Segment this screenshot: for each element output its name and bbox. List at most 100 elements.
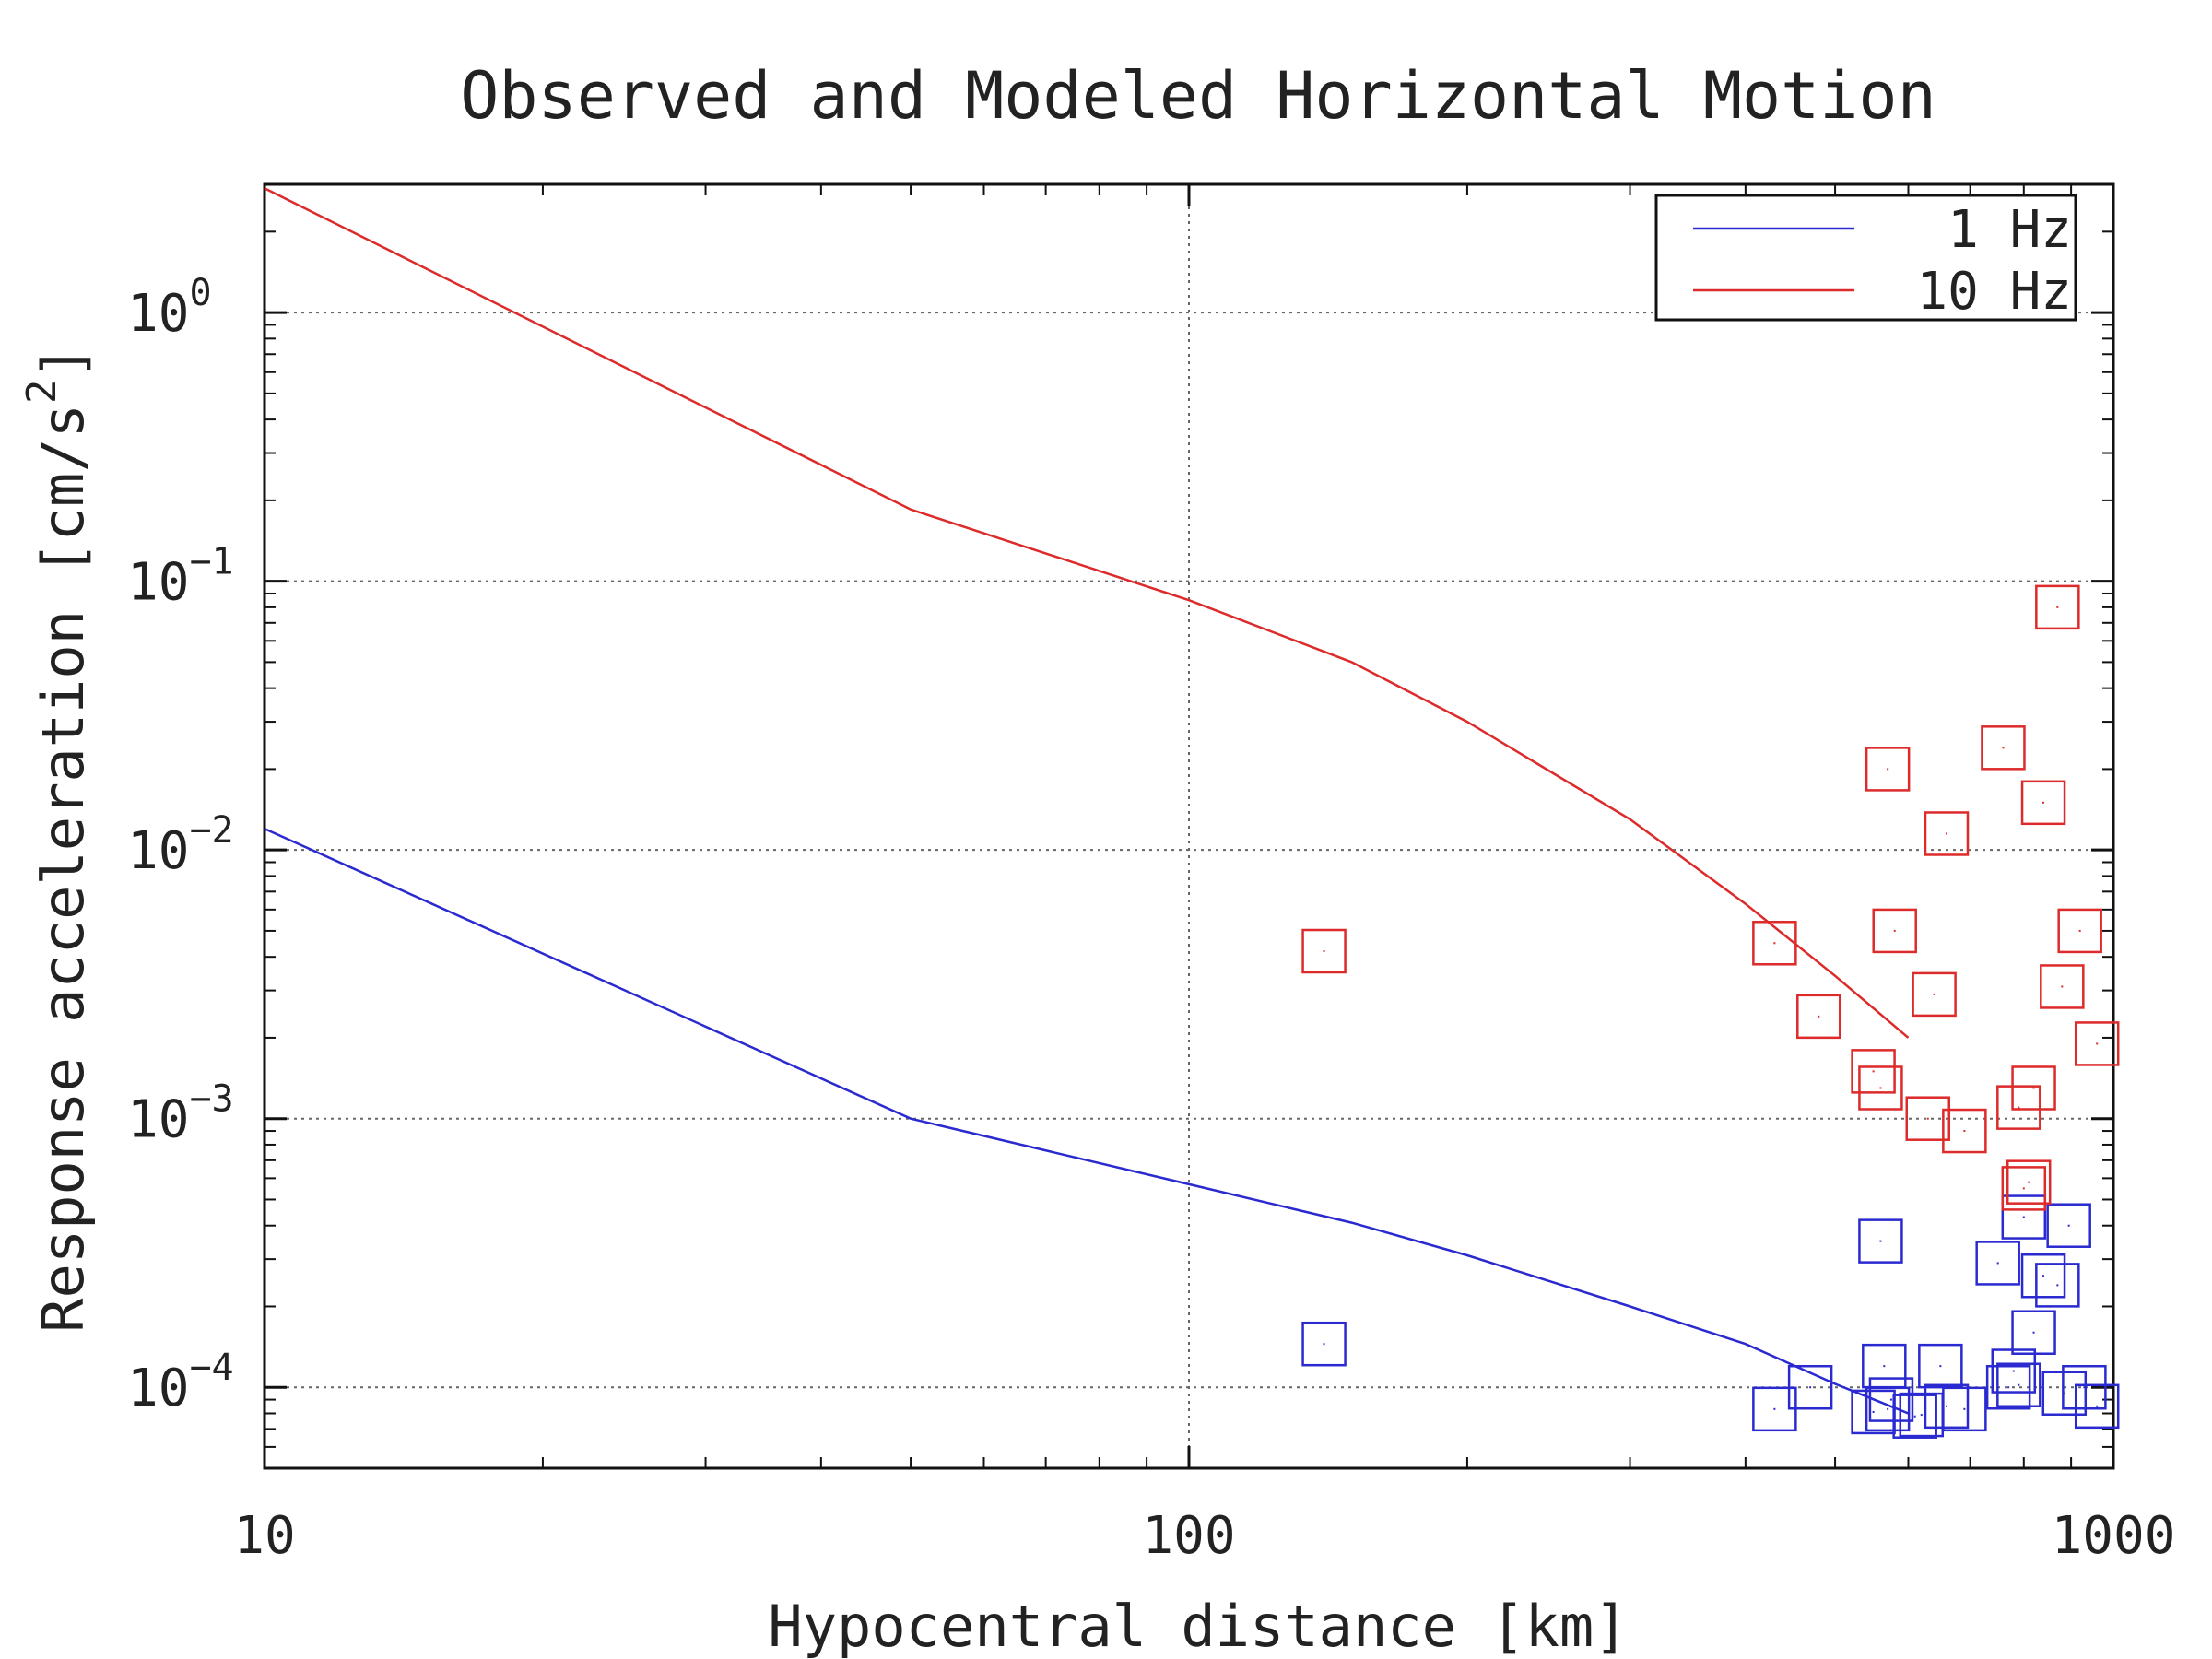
x-axis-label: Hypocentral distance [km] xyxy=(768,1593,1628,1659)
observed-point-1-hz xyxy=(2062,1364,2107,1410)
observed-point-center xyxy=(1323,1343,1325,1346)
observed-point-10-hz xyxy=(1858,1065,1903,1111)
observed-point-center xyxy=(2061,985,2064,988)
observed-point-center xyxy=(1883,1365,1886,1368)
observed-point-1-hz xyxy=(1865,1386,1911,1432)
observed-point-10-hz xyxy=(2006,1159,2052,1205)
grid xyxy=(265,184,2113,1468)
observed-point-center xyxy=(2056,606,2059,608)
legend-label: 1 Hz xyxy=(1947,200,2072,260)
observed-point-center xyxy=(2042,1275,2045,1277)
observed-point-1-hz xyxy=(2011,1310,2056,1355)
observed-point-center xyxy=(1818,1015,1820,1018)
observed-point-center xyxy=(2018,1383,2020,1386)
observed-point-10-hz xyxy=(1301,928,1347,974)
observed-point-center xyxy=(1926,1117,1929,1120)
y-tick-label: 10−1 xyxy=(127,541,234,613)
observed-point-10-hz xyxy=(2011,1065,2056,1111)
observed-point-center xyxy=(1939,1365,1942,1368)
observed-point-1-hz xyxy=(2020,1253,2066,1299)
legend-label: 10 Hz xyxy=(1916,262,2072,322)
observed-point-10-hz xyxy=(1872,908,1917,954)
observed-point-center xyxy=(1323,950,1325,953)
observed-point-1-hz xyxy=(2074,1383,2120,1430)
observed-point-center xyxy=(2083,1386,2086,1389)
observed-point-center xyxy=(1773,942,1776,945)
observed-point-10-hz xyxy=(1905,1096,1950,1141)
observed-point-1-hz xyxy=(1942,1386,1987,1432)
observed-point-1-hz xyxy=(1996,1362,2041,1407)
observed-point-1-hz xyxy=(1787,1364,1833,1410)
observed-point-center xyxy=(1887,768,1889,771)
observed-point-center xyxy=(1963,1130,1966,1133)
observed-point-center xyxy=(2032,1331,2035,1334)
observed-point-center xyxy=(1946,832,1948,835)
observed-point-center xyxy=(2028,1181,2030,1183)
observed-point-center xyxy=(2007,1386,2010,1389)
observed-point-center xyxy=(2032,1087,2035,1089)
observed-point-center xyxy=(1887,1407,1889,1410)
observed-point-center xyxy=(1893,929,1896,932)
observed-point-center xyxy=(1963,1407,1966,1410)
observed-point-1-hz xyxy=(2046,1203,2091,1248)
observed-point-10-hz xyxy=(2020,780,2066,826)
observed-point-1-hz xyxy=(2035,1263,2080,1308)
x-tick-label: 1000 xyxy=(2052,1506,2176,1566)
observed-point-center xyxy=(1933,993,1936,995)
observed-point-10-hz xyxy=(2040,964,2085,1009)
observed-point-1-hz xyxy=(1975,1241,2020,1286)
observed-point-10-hz xyxy=(1981,725,2026,771)
observed-point-1-hz xyxy=(2001,1194,2047,1240)
observed-point-center xyxy=(1773,1407,1776,1410)
observed-point-center xyxy=(1920,1414,1923,1417)
observed-point-center xyxy=(1913,1415,1916,1418)
observed-point-center xyxy=(2067,1224,2070,1227)
observed-point-1-hz xyxy=(2041,1371,2088,1416)
y-axis-label: Response acceleration [cm/s2] xyxy=(18,345,97,1333)
observed-point-center xyxy=(1879,1087,1882,1089)
observed-point-1-hz xyxy=(1868,1377,1914,1422)
observed-point-center xyxy=(2002,747,2005,749)
x-tick-label: 10 xyxy=(233,1506,295,1566)
observed-point-center xyxy=(1872,1410,1875,1413)
observed-point-center xyxy=(2078,929,2081,932)
model-line-10-hz xyxy=(264,187,1910,1039)
observed-point-center xyxy=(1889,1398,1892,1401)
model-line-1-hz xyxy=(264,827,1909,1415)
observed-point-center xyxy=(2018,1106,2020,1109)
observed-point-center xyxy=(1872,1070,1875,1073)
observed-point-center xyxy=(2042,801,2045,804)
observed-point-center xyxy=(2022,1187,2025,1190)
y-tick-label: 100 xyxy=(127,272,212,344)
observed-point-10-hz xyxy=(1996,1085,2041,1130)
observed-point-10-hz xyxy=(1752,921,1797,966)
observed-point-center xyxy=(1946,1405,1948,1407)
observed-point-1-hz xyxy=(1301,1321,1347,1367)
axis-ticks: 10 100 1000 100 10−1 10−2 10−3 10−4 xyxy=(127,183,2176,1566)
y-tick-label: 10−2 xyxy=(127,809,234,881)
observed-point-1-hz xyxy=(1985,1364,2031,1410)
observed-point-10-hz xyxy=(1865,747,1911,792)
observed-point-10-hz xyxy=(2001,1166,2047,1211)
y-tick-label: 10−3 xyxy=(127,1078,234,1150)
observed-point-center xyxy=(2096,1405,2099,1407)
observed-point-center xyxy=(2063,1392,2065,1394)
observed-point-10-hz xyxy=(2057,908,2102,954)
observed-point-10-hz xyxy=(1924,811,1970,856)
observed-point-1-hz xyxy=(1892,1394,1937,1439)
observed-point-center xyxy=(2056,1284,2059,1287)
observed-point-center xyxy=(2096,1042,2099,1045)
observed-point-center xyxy=(1809,1386,1812,1389)
observed-point-1-hz xyxy=(1858,1218,1903,1264)
observed-point-10-hz xyxy=(1942,1108,1987,1154)
observed-point-center xyxy=(1996,1262,1999,1265)
observed-point-10-hz xyxy=(1851,1049,1896,1094)
legend-box xyxy=(1654,194,2077,322)
observed-point-10-hz xyxy=(2035,584,2080,630)
observed-point-center xyxy=(2022,1216,2025,1218)
observed-point-10-hz xyxy=(2074,1021,2120,1066)
y-tick-label: 10−4 xyxy=(127,1347,234,1418)
observed-point-10-hz xyxy=(1912,971,1957,1018)
